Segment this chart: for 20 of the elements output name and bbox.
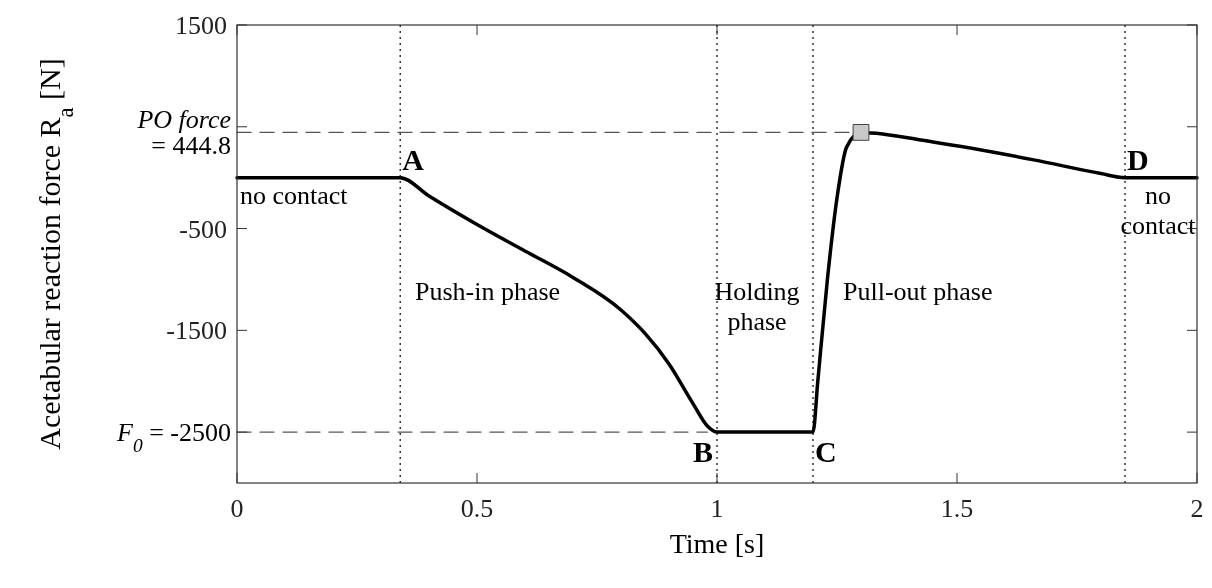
annotation: Pull-out phase bbox=[843, 277, 993, 306]
x-tick-label: 0.5 bbox=[460, 494, 494, 523]
x-axis-title: Time [s] bbox=[669, 528, 765, 559]
annotation: B bbox=[692, 435, 713, 469]
annotation: D bbox=[1127, 142, 1149, 176]
annotation: Holding phase bbox=[714, 277, 800, 336]
series-label: PO force = 444.8 bbox=[136, 105, 231, 161]
x-tick-label: 2 bbox=[1190, 494, 1204, 523]
annotation: A bbox=[402, 142, 425, 176]
annotation: no contact bbox=[240, 181, 349, 210]
series-label: F$_{0}$= -2500 bbox=[116, 418, 231, 456]
annotation: C bbox=[815, 435, 837, 469]
y-tick-label: -1500 bbox=[166, 316, 227, 346]
y-tick-label: -500 bbox=[179, 214, 227, 244]
x-tick-label: 0 bbox=[230, 494, 244, 523]
y-tick-label: 1500 bbox=[175, 11, 227, 40]
annotation: no contact bbox=[1120, 181, 1197, 240]
annotation: Push-in phase bbox=[415, 277, 561, 306]
x-tick-label: 1 bbox=[710, 494, 724, 523]
x-tick-label: 1.5 bbox=[940, 494, 974, 523]
